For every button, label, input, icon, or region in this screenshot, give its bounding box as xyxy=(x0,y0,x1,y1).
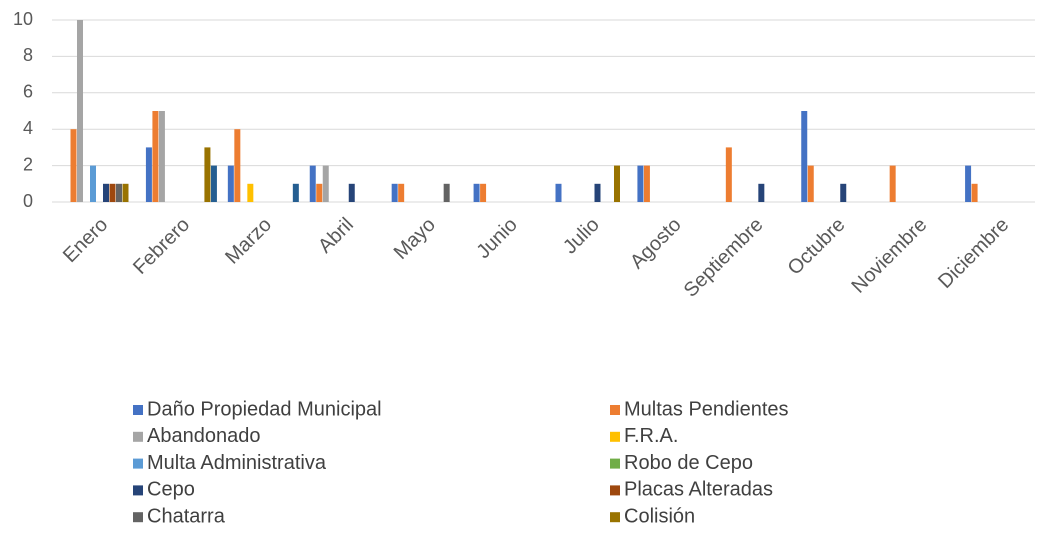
legend-swatch xyxy=(133,458,143,469)
bar xyxy=(145,147,152,202)
bar xyxy=(227,165,234,202)
x-tick-label: Agosto xyxy=(626,214,686,274)
bar xyxy=(555,183,562,202)
y-tick-label: 4 xyxy=(23,118,33,138)
bar xyxy=(637,165,644,202)
legend-label: Cepo xyxy=(147,479,195,501)
y-tick-label: 10 xyxy=(13,9,33,29)
x-tick-label: Diciembre xyxy=(934,214,1013,293)
bar xyxy=(158,111,165,202)
x-tick-label: Noviembre xyxy=(847,214,931,298)
legend-label: Multas Pendientes xyxy=(624,398,789,420)
bar xyxy=(210,165,217,202)
bar xyxy=(473,183,480,202)
legend-swatch xyxy=(133,485,143,496)
bar xyxy=(889,165,896,202)
legend-swatch xyxy=(610,485,620,496)
bar xyxy=(480,183,487,202)
legend-label: Colisión xyxy=(624,505,695,527)
bar xyxy=(758,183,765,202)
bar xyxy=(116,183,122,202)
legend-label: Abandonado xyxy=(147,425,260,447)
bar xyxy=(971,183,978,202)
bar xyxy=(348,183,355,202)
bar xyxy=(316,183,323,202)
y-tick-label: 6 xyxy=(23,82,33,102)
bar xyxy=(594,183,601,202)
x-tick-label: Septiembre xyxy=(680,214,768,302)
y-tick-label: 2 xyxy=(23,154,33,174)
bar xyxy=(103,183,109,202)
bar xyxy=(614,165,620,202)
bar xyxy=(643,165,650,202)
x-tick-label: Febrero xyxy=(129,214,194,279)
legend-label: Chatarra xyxy=(147,505,226,527)
bar xyxy=(90,165,96,202)
x-tick-label: Enero xyxy=(59,214,112,267)
x-tick-label: Junio xyxy=(472,214,521,263)
x-tick-label: Abril xyxy=(314,214,358,258)
legend-swatch xyxy=(133,512,143,523)
legend-swatch xyxy=(133,431,143,442)
bar xyxy=(391,183,398,202)
bar xyxy=(204,147,211,202)
bar xyxy=(807,165,814,202)
bar xyxy=(152,111,159,202)
bar xyxy=(309,165,316,202)
x-tick-label: Octubre xyxy=(784,214,850,280)
bar xyxy=(292,183,299,202)
legend-label: Daño Propiedad Municipal xyxy=(147,398,382,420)
legend-label: Robo de Cepo xyxy=(624,452,753,474)
legend-swatch xyxy=(610,405,620,415)
legend-swatch xyxy=(133,405,143,415)
y-tick-label: 8 xyxy=(23,45,33,65)
bar xyxy=(965,165,972,202)
x-tick-label: Mayo xyxy=(390,214,440,264)
legend-swatch xyxy=(610,431,620,442)
legend-swatch xyxy=(610,512,620,523)
x-tick-label: Marzo xyxy=(221,214,276,269)
bar xyxy=(443,183,450,202)
bar xyxy=(801,111,808,202)
bar xyxy=(398,183,405,202)
legend-swatch xyxy=(610,458,620,469)
bar xyxy=(70,129,77,202)
legend-label: F.R.A. xyxy=(624,425,678,447)
bar xyxy=(725,147,732,202)
bar xyxy=(322,165,329,202)
bar xyxy=(840,183,847,202)
x-tick-label: Julio xyxy=(559,214,604,259)
bar xyxy=(109,183,116,202)
legend-label: Placas Alteradas xyxy=(624,479,773,501)
bar xyxy=(122,183,129,202)
y-tick-label: 0 xyxy=(23,191,33,211)
bar xyxy=(234,129,241,202)
legend: Daño Propiedad Municipal Multas Pendiente… xyxy=(133,398,789,527)
bar xyxy=(77,20,83,202)
legend-label: Multa Administrativa xyxy=(147,452,327,474)
bar xyxy=(247,183,254,202)
